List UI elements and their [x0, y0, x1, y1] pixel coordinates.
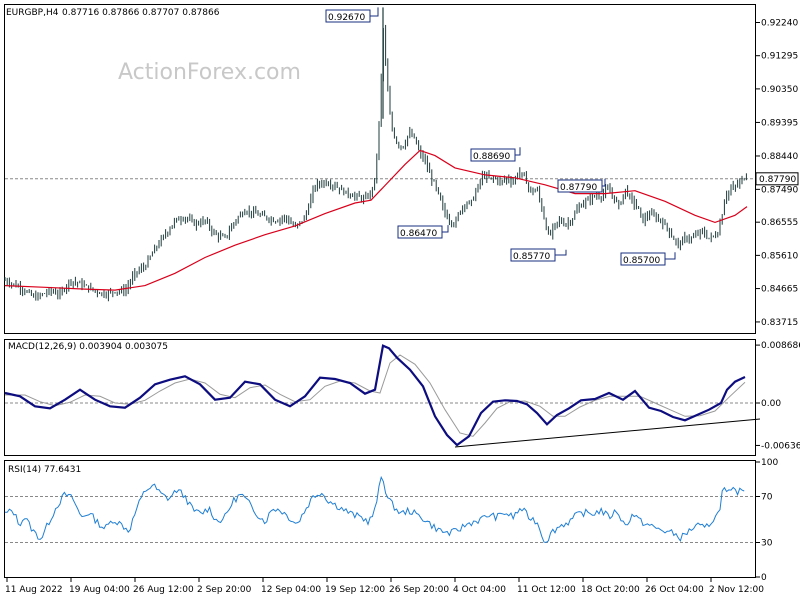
- price-annotation-connector: [602, 178, 606, 187]
- rsi-axis-label: 70: [761, 493, 773, 503]
- macd-pane-frame: [4, 339, 756, 456]
- x-axis-label: 11 Aug 2022: [5, 585, 63, 595]
- rsi-label: RSI(14) 77.6431: [8, 465, 81, 475]
- price-pane-frame: [4, 4, 756, 334]
- price-annotation: 0.88690: [470, 147, 521, 162]
- price-axis-label: 0.89395: [761, 118, 798, 128]
- macd-label: MACD(12,26,9) 0.003904 0.003075: [8, 342, 168, 352]
- price-annotation-label: 0.85770: [513, 252, 550, 262]
- price-axis-label: 0.91295: [761, 52, 798, 62]
- chart-header-ohlc: 0.87716 0.87866 0.87707 0.87866: [62, 8, 220, 18]
- price-annotation: 0.86470: [397, 225, 449, 239]
- macd-axis-label: 0.00: [761, 399, 781, 409]
- axis-layer: 0.92240 0.91295 0.90350 0.89395 0.88440 0.874…: [5, 19, 800, 595]
- x-axis-label: 26 Oct 04:00: [645, 585, 704, 595]
- price-annotation-label: 0.92670: [328, 13, 365, 23]
- price-annotation: 0.85700: [620, 252, 676, 266]
- price-annotation-connector: [442, 225, 449, 233]
- price-axis-label: 0.85610: [761, 251, 798, 261]
- macd-main-line: [4, 344, 746, 447]
- x-axis-label: 19 Aug 04:00: [69, 585, 130, 595]
- price-axis-label: 0.92240: [761, 19, 798, 29]
- x-axis-label: 19 Sep 12:00: [325, 585, 385, 595]
- x-axis-label: 4 Oct 04:00: [453, 585, 506, 595]
- price-annotation-label: 0.88690: [473, 152, 510, 162]
- rsi-line: [4, 475, 745, 543]
- rsi-pane-frame: [4, 460, 756, 578]
- price-axis-label: 0.90350: [761, 85, 798, 95]
- x-axis-label: 26 Aug 12:00: [133, 585, 194, 595]
- x-axis-label: 2 Nov 12:00: [709, 585, 764, 595]
- x-axis-label: 2 Sep 20:00: [197, 585, 252, 595]
- x-axis-label: 11 Oct 12:00: [517, 585, 576, 595]
- price-axis-label: 0.88440: [761, 152, 798, 162]
- price-annotation-label: 0.87790: [560, 183, 597, 193]
- macd-axis-label: 0.008686: [761, 341, 800, 351]
- price-annotation-label: 0.85700: [623, 256, 660, 266]
- macd-series-layer: [4, 344, 761, 448]
- price-axis-label: 0.87490: [761, 185, 798, 195]
- watermark: ActionForex.com: [118, 60, 301, 85]
- macd-signal-line: [5, 354, 746, 437]
- moving-average-line: [4, 149, 748, 291]
- current-price-box: [755, 172, 799, 186]
- rsi-axis-label: 0: [761, 573, 767, 583]
- price-annotation-connector: [555, 249, 567, 256]
- macd-axis-label: -0.006366: [761, 441, 800, 451]
- price-axis-label: 0.83715: [761, 318, 798, 328]
- price-annotation: 0.85770: [510, 248, 567, 262]
- rsi-axis-label: 100: [761, 458, 778, 468]
- price-series-layer: 0.92670 0.88690 0.87790 0.86470 0.85770 0.857…: [4, 7, 755, 302]
- price-annotation-connector: [370, 7, 379, 17]
- price-annotation-label: 0.86470: [400, 229, 437, 239]
- x-axis-label: 18 Oct 20:00: [581, 585, 640, 595]
- macd-trendline: [454, 418, 761, 448]
- price-annotation: 0.87790: [557, 178, 606, 193]
- chart-header-symbol: EURGBP,H4: [6, 8, 59, 18]
- current-price-label: 0.87790: [759, 175, 796, 185]
- price-axis-label: 0.86555: [761, 218, 798, 228]
- price-axis-label: 0.84665: [761, 285, 798, 295]
- x-axis-label: 26 Sep 20:00: [389, 585, 449, 595]
- price-annotation-connector: [665, 252, 676, 260]
- x-axis-label: 12 Sep 04:00: [261, 585, 321, 595]
- rsi-axis-label: 30: [761, 539, 773, 549]
- price-annotation-connector: [515, 147, 521, 156]
- price-annotation: 0.92670: [325, 7, 379, 23]
- rsi-series-layer: [4, 475, 755, 543]
